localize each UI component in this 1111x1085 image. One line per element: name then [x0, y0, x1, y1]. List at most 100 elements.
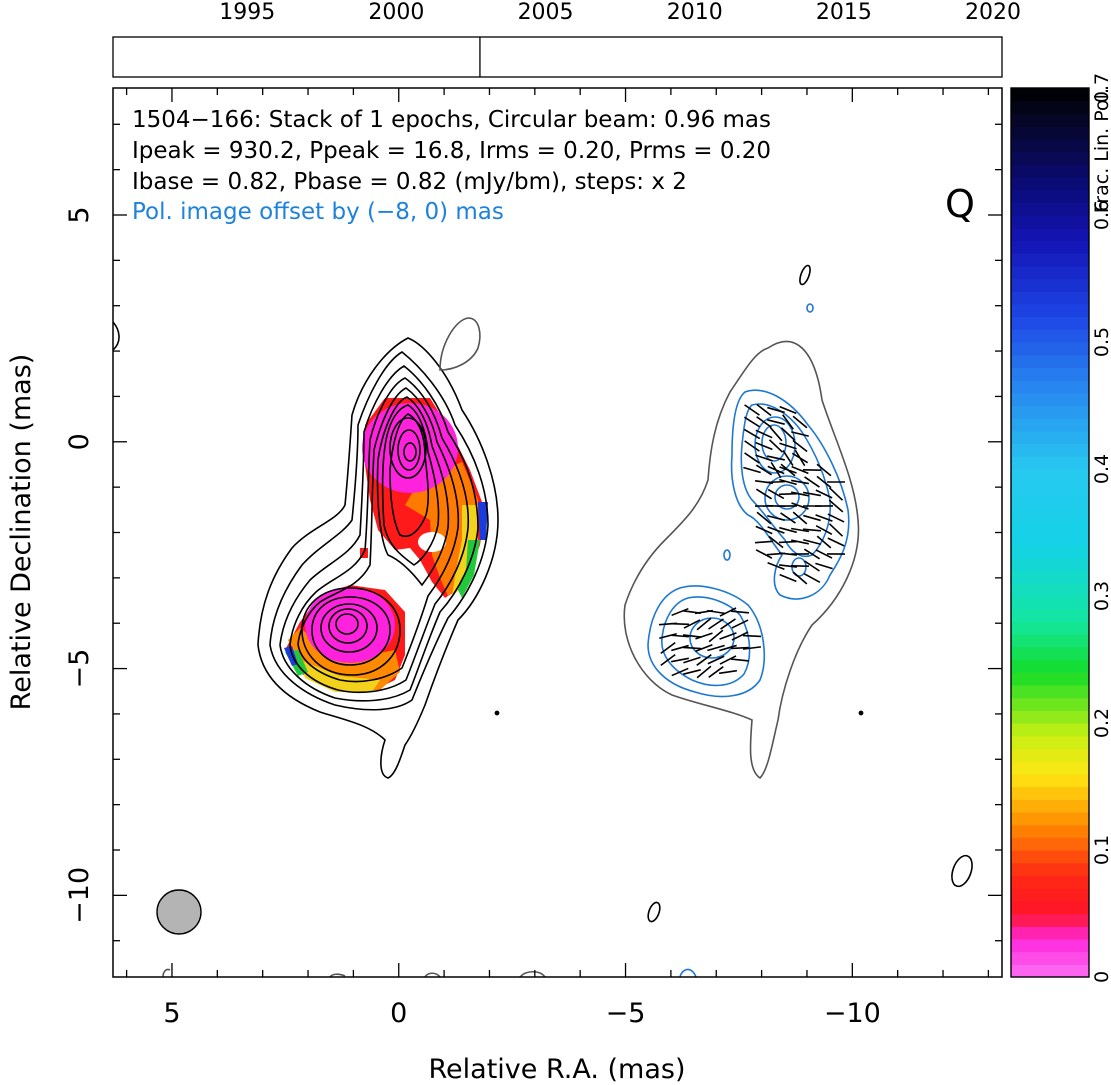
evpa-stick — [696, 665, 712, 679]
y-tick-label: 5 — [64, 206, 95, 223]
colorbar-strip — [1011, 88, 1089, 102]
evpa-stick — [767, 465, 785, 475]
evpa-stick — [791, 452, 809, 464]
evpa-stick — [792, 571, 808, 585]
evpa-stick — [778, 492, 798, 496]
evpa-stick — [755, 464, 773, 476]
evpa-stick — [815, 514, 833, 522]
evpa-stick — [744, 440, 760, 452]
evpa-stick — [815, 524, 833, 536]
timeline-tick-label: 2020 — [965, 0, 1021, 25]
evpa-stick — [782, 450, 794, 466]
evpa-stick — [816, 463, 832, 477]
x-tick-label: −5 — [606, 998, 646, 1029]
polarized-intensity-contours — [647, 303, 850, 977]
colorbar-strip — [1011, 291, 1089, 305]
colorbar-strip — [1011, 138, 1089, 153]
evpa-stick — [768, 535, 784, 549]
colorbar-strip — [1011, 507, 1089, 521]
evpa-stick — [804, 560, 820, 572]
contour-level-10 — [397, 429, 421, 471]
evpa-stick — [767, 455, 785, 461]
annotation-line-1: 1504−166: Stack of 1 epochs, Circular be… — [132, 107, 771, 133]
evpa-stick — [790, 479, 810, 485]
colorbar-strip — [1011, 240, 1089, 254]
pol-contour-5 — [764, 475, 810, 521]
colorbar-strip — [1011, 875, 1089, 889]
evpa-stick — [742, 646, 762, 650]
evpa-stick — [766, 480, 786, 484]
timeline-ticks: 1995 2000 2005 2010 2015 2020 — [219, 0, 1021, 25]
fracpol-core-yellow — [452, 505, 478, 596]
evpa-stick — [803, 514, 821, 522]
evpa-stick — [767, 488, 785, 500]
beam-ellipse — [156, 889, 202, 935]
fracpol-south-yellow — [300, 660, 380, 692]
axis-ticks — [113, 88, 1002, 977]
total-intensity-contours — [113, 264, 973, 923]
colorbar-strip — [1011, 570, 1089, 584]
colorbar-strip — [1011, 202, 1089, 216]
colorbar-strip — [1011, 824, 1089, 838]
evpa-stick — [682, 634, 702, 638]
evpa-stick — [744, 404, 760, 416]
evpa-stick — [754, 540, 774, 544]
pol-contour-bottom — [679, 968, 697, 977]
evpa-stick — [803, 538, 821, 546]
colorbar-tick-label: 0.7 — [1091, 73, 1111, 103]
colorbar-strip — [1011, 710, 1089, 724]
colorbar-strip — [1011, 850, 1089, 864]
evpa-stick — [659, 632, 677, 640]
colorbar-strip — [1011, 532, 1089, 546]
evpa-stick — [719, 607, 737, 617]
colorbar-strip — [1011, 596, 1089, 610]
colorbar-strip — [1011, 723, 1089, 737]
colorbar-strip — [1011, 545, 1089, 559]
evpa-stick — [778, 540, 798, 544]
colorbar-tick-label: 0 — [1091, 971, 1111, 983]
contour-level-3 — [279, 365, 479, 702]
grey-contour-offset-jet — [623, 340, 860, 780]
evpa-stick — [696, 617, 712, 631]
evpa-stick — [671, 644, 689, 652]
evpa-stick — [779, 526, 797, 534]
colorbar-strip — [1011, 354, 1089, 368]
offset-note: Pol. image offset by (−8, 0) mas — [132, 199, 504, 225]
pol-contour-south-3 — [689, 617, 735, 659]
evpa-stick — [671, 667, 689, 677]
evpa-stick — [792, 439, 808, 453]
evpa-stick — [730, 610, 750, 614]
colorbar-ticks: 0 0.1 0.2 0.3 0.4 0.5 0.6 0.7 — [1091, 73, 1111, 983]
colorbar-strip — [1011, 405, 1089, 419]
colorbar-strip — [1011, 265, 1089, 280]
colorbar-strip — [1011, 126, 1089, 140]
quality-code: Q — [945, 182, 975, 226]
evpa-stick — [802, 491, 822, 497]
x-axis-label: Relative R.A. (mas) — [429, 1054, 686, 1085]
axis-tick-labels: 5 0 −5 −10 5 0 −5 −10 — [64, 206, 881, 1029]
evpa-stick — [767, 526, 785, 534]
evpa-stick — [755, 525, 773, 535]
evpa-stick — [695, 632, 713, 640]
south-contour-3 — [320, 603, 378, 653]
contour-level-9 — [389, 417, 427, 479]
evpa-stick — [707, 644, 725, 652]
colorbar-strip — [1011, 215, 1089, 229]
evpa-stick — [782, 414, 794, 430]
evpa-stick — [730, 646, 750, 650]
colorbar-tick-label: 0.3 — [1091, 581, 1111, 611]
colorbar-strip — [1011, 761, 1089, 775]
colorbar-strip — [1011, 938, 1089, 953]
contour-edge-left — [113, 321, 120, 351]
colorbar-strip — [1011, 583, 1089, 597]
x-tick-label: 0 — [390, 998, 407, 1029]
evpa-stick — [767, 406, 785, 414]
pol-contour-1 — [730, 389, 850, 600]
evpa-stick — [707, 655, 725, 665]
colorbar-tick-label: 0.6 — [1091, 200, 1111, 230]
evpa-stick — [827, 537, 845, 547]
colorbar-strip — [1011, 773, 1089, 788]
contour-level-5 — [297, 387, 460, 683]
contour-level-11 — [403, 442, 417, 462]
contour-island-s — [647, 901, 661, 923]
